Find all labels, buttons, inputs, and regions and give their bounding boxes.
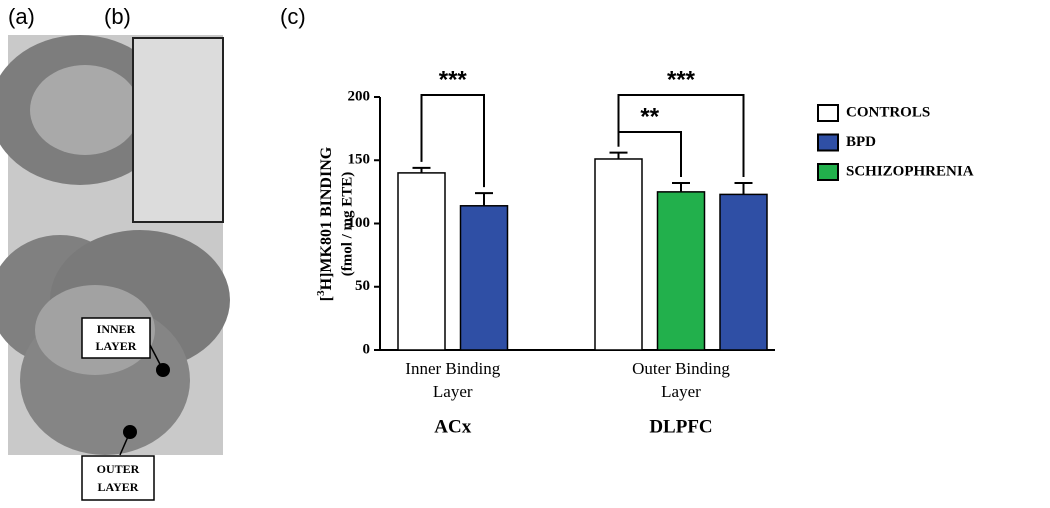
x-tick-label: Outer Binding [632, 359, 730, 378]
significance-label: *** [439, 66, 468, 93]
bar [459, 205, 509, 351]
panel-label: (c) [280, 4, 306, 29]
legend-swatch [817, 163, 839, 181]
image-label: LAYER [96, 339, 137, 353]
y-axis-label-part: [ [318, 296, 335, 301]
legend-swatch [817, 104, 839, 122]
y-axis-unit: (fmol / mg ETE) [339, 172, 355, 277]
group-label: ACx [434, 416, 471, 437]
tissue-image [0, 35, 230, 501]
legend-label: CONTROLS [846, 104, 930, 120]
y-tick-label: 0 [363, 341, 371, 357]
bar [397, 172, 446, 351]
bar [656, 191, 706, 351]
legend-label: SCHIZOPHRENIA [846, 163, 974, 179]
bar [719, 193, 768, 351]
image-label: INNER [97, 322, 136, 336]
y-tick-label: 200 [348, 88, 371, 104]
panel-label: (a) [8, 4, 35, 29]
y-axis-label-sup: 3 [315, 290, 327, 296]
group-label: DLPFC [649, 416, 712, 437]
significance-bracket [420, 94, 485, 188]
y-tick-label: 100 [348, 215, 371, 231]
y-tick-label: 50 [355, 278, 370, 294]
bar [594, 158, 643, 351]
y-axis-label: [3H]MK801 BINDING [315, 146, 335, 301]
panel-label: (b) [104, 4, 131, 29]
significance-label: *** [667, 66, 696, 93]
x-tick-label: Layer [433, 382, 473, 401]
x-tick-label: Inner Binding [405, 359, 500, 378]
image-label: OUTER [97, 462, 140, 476]
y-tick-label: 150 [348, 152, 371, 168]
legend-label: BPD [846, 134, 876, 150]
significance-bracket [617, 94, 745, 178]
significance-label: ** [640, 103, 659, 130]
x-tick-label: Layer [661, 382, 701, 401]
image-label: LAYER [98, 480, 139, 494]
legend-swatch [817, 133, 839, 152]
y-axis-label-part: H]MK801 BINDING [318, 146, 335, 290]
